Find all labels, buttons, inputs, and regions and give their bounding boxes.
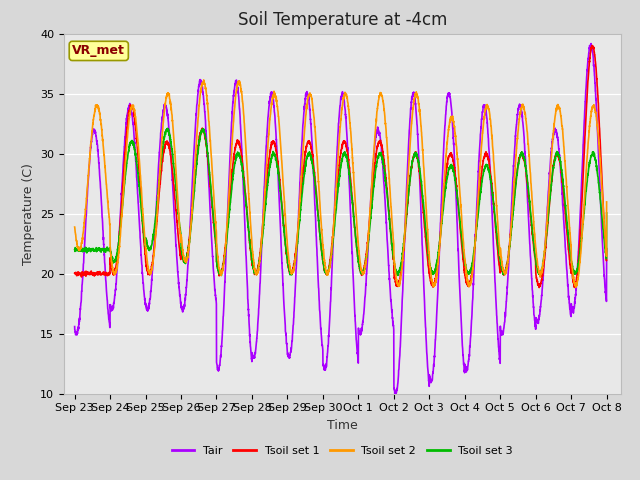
Legend: Tair, Tsoil set 1, Tsoil set 2, Tsoil set 3: Tair, Tsoil set 1, Tsoil set 2, Tsoil se… — [167, 441, 518, 460]
X-axis label: Time: Time — [327, 419, 358, 432]
Title: Soil Temperature at -4cm: Soil Temperature at -4cm — [237, 11, 447, 29]
Text: VR_met: VR_met — [72, 44, 125, 58]
Y-axis label: Temperature (C): Temperature (C) — [22, 163, 35, 264]
